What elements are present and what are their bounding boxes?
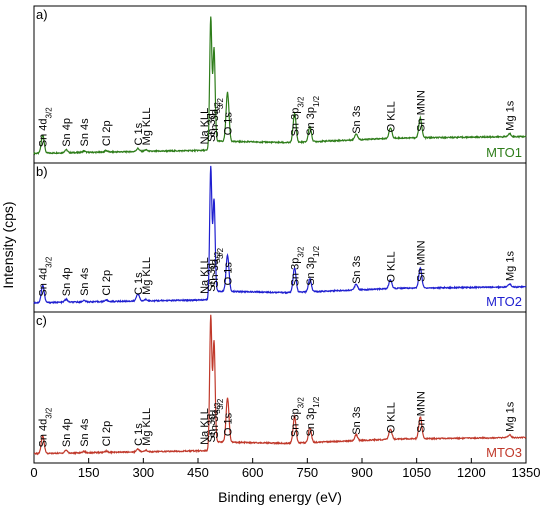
spectrum-line (33, 16, 527, 156)
x-tick-label: 0 (30, 465, 37, 480)
peak-label: Mg KLL (141, 107, 153, 145)
panel-frame (33, 311, 527, 464)
x-tick-label: 300 (132, 465, 154, 480)
x-tick-label: 750 (296, 465, 318, 480)
peak-label: Cl 2p (101, 421, 113, 447)
peak-label: Sn 4d3/2 (38, 107, 54, 147)
series-name: MTO2 (486, 294, 522, 309)
peak-label: O 1s (223, 112, 235, 136)
peak-label: Sn 3s (351, 255, 363, 284)
peak-label: O 1s (223, 412, 235, 436)
peak-label: Sn 3p3/2 (290, 246, 306, 286)
peak-label: O KLL (385, 251, 397, 282)
peak-label: Mg 1s (505, 251, 517, 281)
peak-label: Sn 3p1/2 (305, 245, 321, 285)
peak-label: Sn 4s (79, 118, 91, 147)
peak-label: Mg KLL (141, 257, 153, 295)
peak-label: Sn MNN (415, 391, 427, 433)
peak-label: O KLL (385, 101, 397, 132)
peak-label: Sn 4d3/2 (38, 256, 54, 296)
peak-label: Na KLL (199, 408, 211, 445)
peak-label: Sn 3s (351, 105, 363, 134)
panel-tag: b) (36, 164, 48, 179)
spectrum-line (33, 165, 527, 305)
peak-label: Sn 4p (61, 118, 73, 147)
peak-label: Sn 4p (61, 418, 73, 447)
peak-label: Mg 1s (505, 100, 517, 130)
peak-label: Sn 3p3/2 (290, 397, 306, 437)
x-tick-label: 150 (78, 465, 100, 480)
peak-label: Cl 2p (101, 120, 113, 146)
peak-label: Sn 4d3/2 (38, 407, 54, 447)
peak-label: Sn MNN (415, 90, 427, 132)
spectrum-line (33, 314, 527, 456)
peak-label: C 1s (133, 122, 145, 145)
peak-label: Sn 3p1/2 (305, 396, 321, 436)
x-axis-label: Binding energy (eV) (218, 489, 342, 505)
x-tick-label: 600 (242, 465, 264, 480)
x-tick-label: 1050 (402, 465, 431, 480)
peak-label: O KLL (385, 402, 397, 433)
peak-label: Mg 1s (505, 401, 517, 431)
peak-label: Na KLL (199, 108, 211, 145)
peak-label: Sn 4p (61, 267, 73, 296)
y-axis-label: Intensity (cps) (0, 201, 16, 288)
x-tick-label: 450 (187, 465, 209, 480)
panel-tag: a) (36, 7, 48, 22)
peak-label: Sn 3p3/2 (290, 96, 306, 136)
x-tick-label: 900 (351, 465, 373, 480)
peak-label: Sn 3p1/2 (305, 95, 321, 135)
peak-label: Sn 3s (351, 406, 363, 435)
peak-label: Cl 2p (101, 270, 113, 296)
x-tick-label: 1350 (512, 465, 541, 480)
peak-label: Sn 4s (79, 418, 91, 447)
panel-tag: c) (36, 313, 47, 328)
peak-label: C 1s (133, 272, 145, 295)
series-name: MTO1 (486, 145, 522, 160)
peak-label: Mg KLL (141, 408, 153, 446)
peak-label: C 1s (133, 423, 145, 446)
x-axis: 0 150 300 450 600 750 900 1050 1200 1350 (30, 458, 540, 480)
peak-label: O 1s (223, 262, 235, 286)
peak-label: Sn 4s (79, 267, 91, 296)
series-name: MTO3 (486, 445, 522, 460)
peak-label: Sn MNN (415, 240, 427, 282)
peak-label: Na KLL (199, 257, 211, 294)
x-tick-label: 1200 (457, 465, 486, 480)
